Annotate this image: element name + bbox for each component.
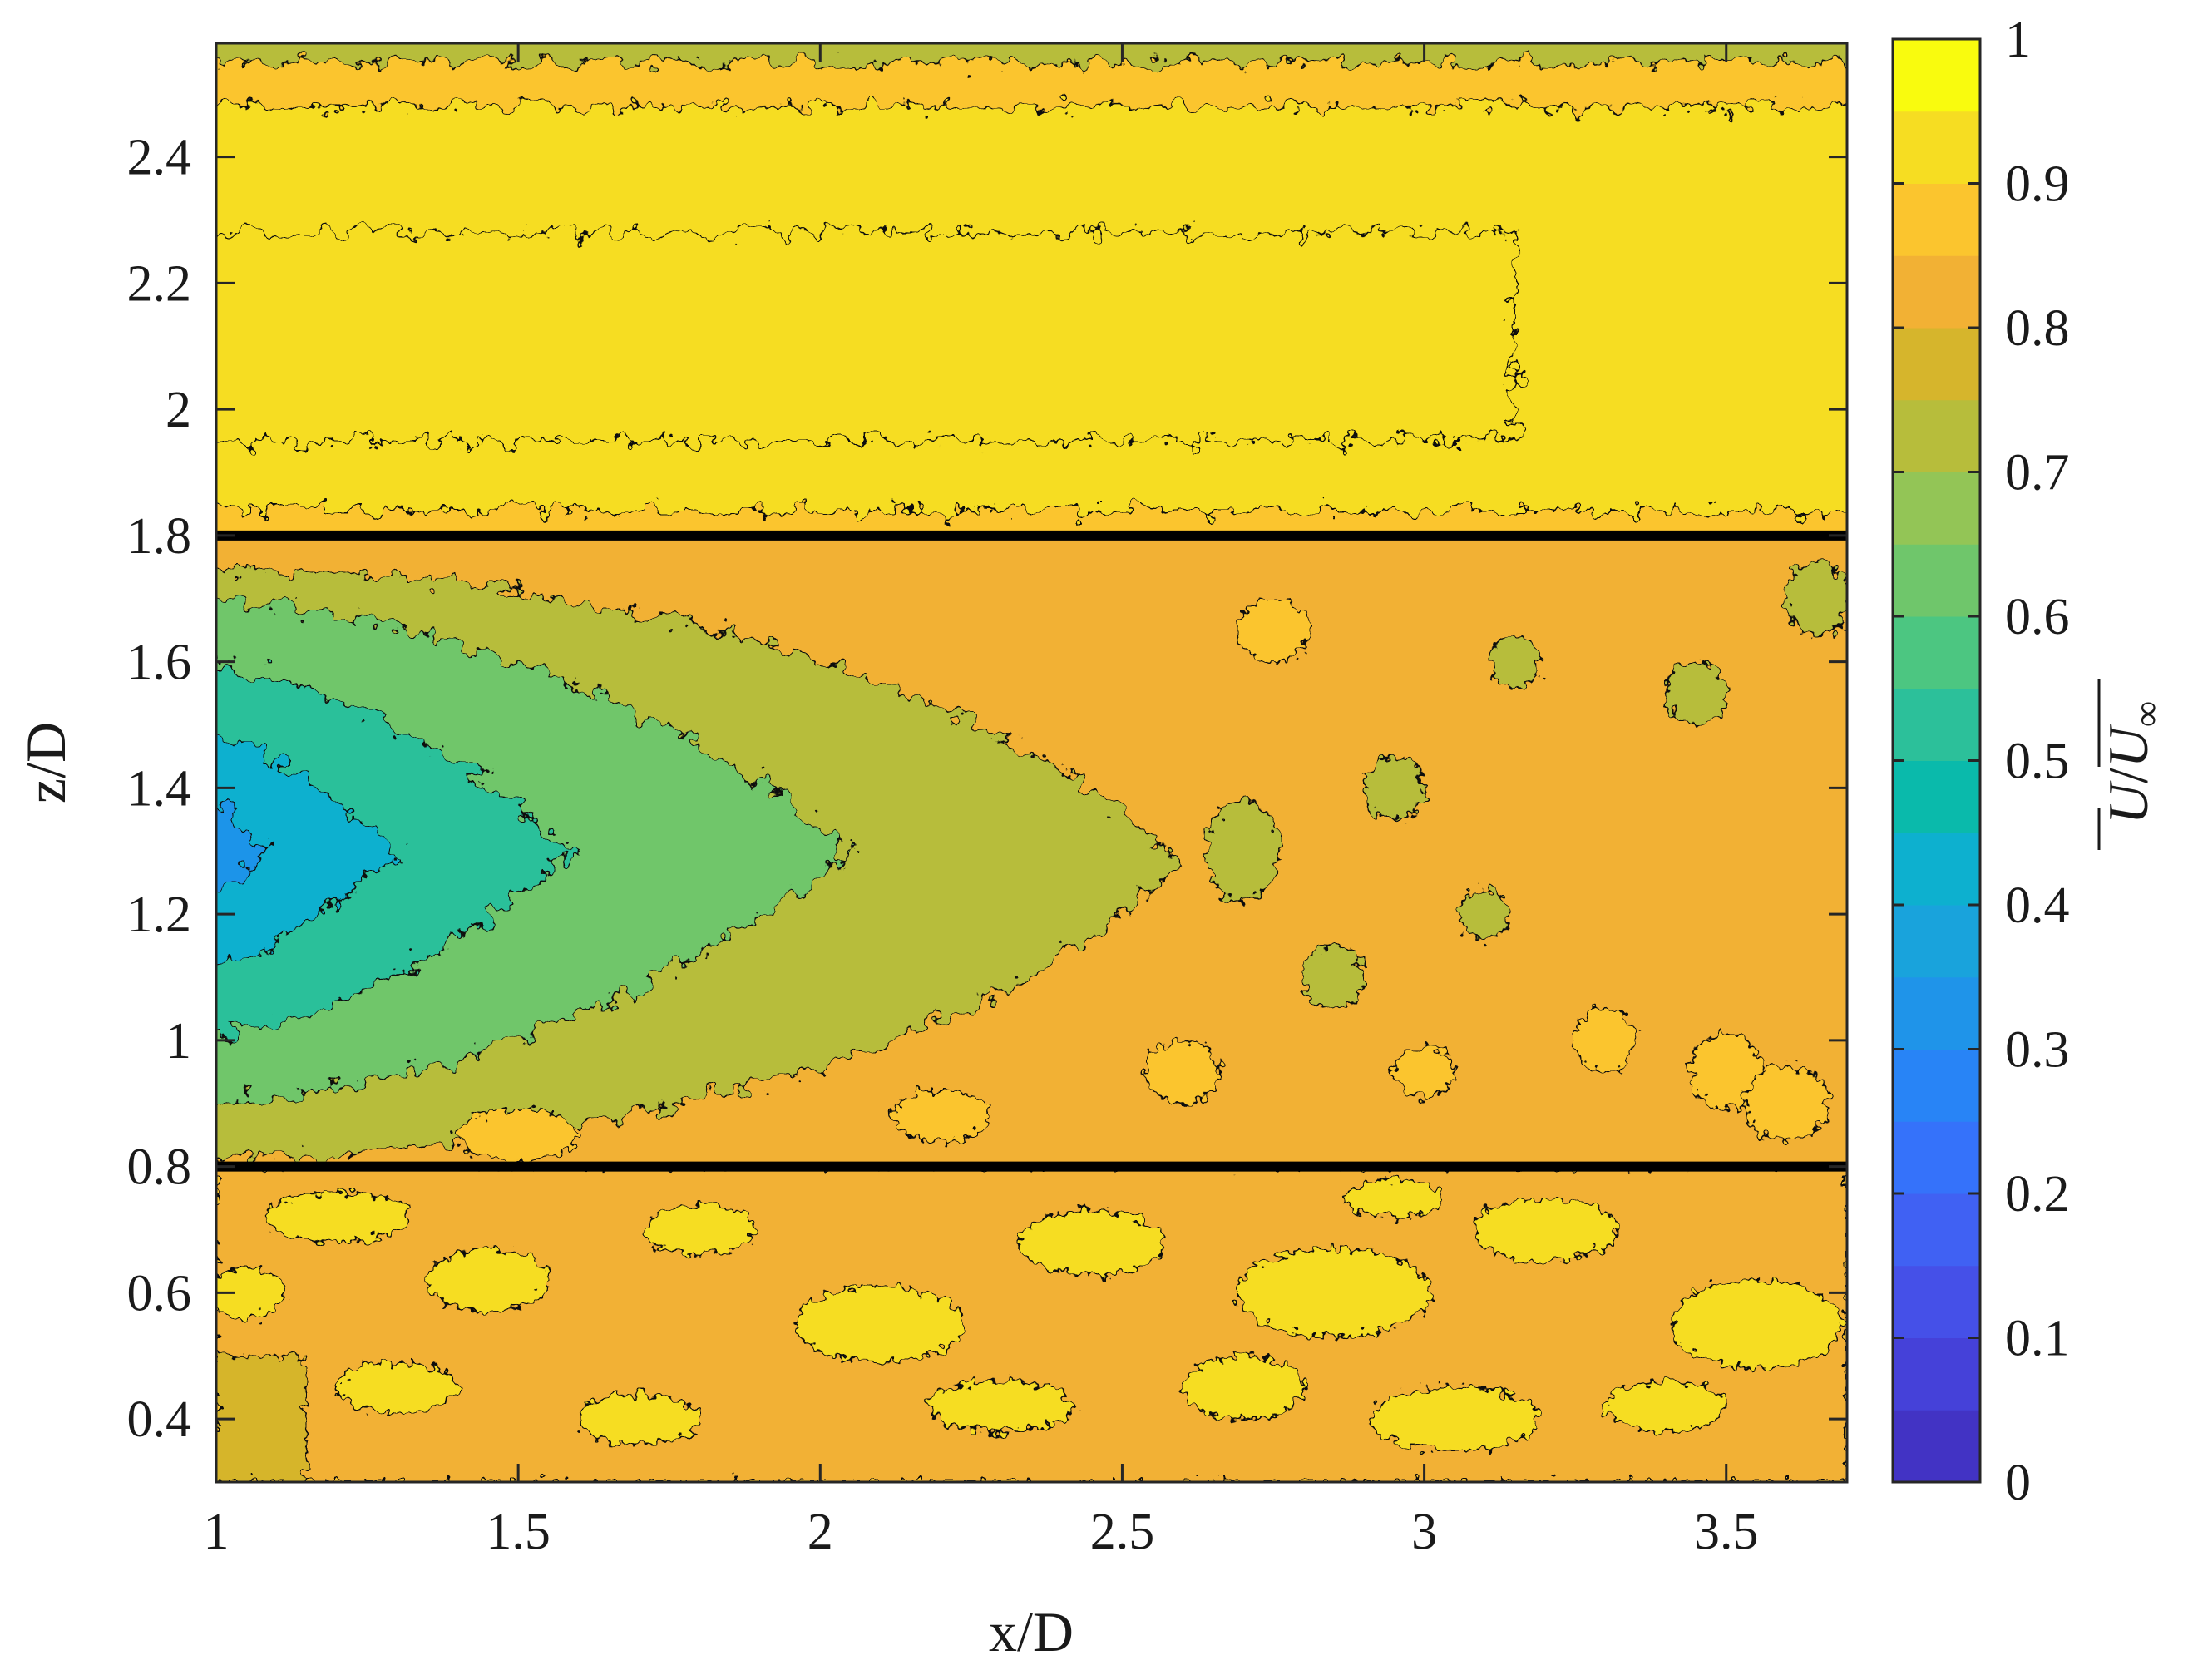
lower-band-spot xyxy=(427,1248,550,1313)
lower-band-spot xyxy=(928,1380,1075,1433)
x-axis-ticks: 1 1.5 2 2.5 3 3.5 xyxy=(204,43,1759,1560)
colorbar-segment xyxy=(1893,905,1980,978)
colorbar-tick-label: 0.8 xyxy=(2005,300,2070,357)
colorbar xyxy=(1891,37,1982,1484)
colorbar-segment xyxy=(1893,1193,1980,1267)
y-tick-label: 1.4 xyxy=(127,760,192,817)
x-tick-label: 3 xyxy=(1411,1504,1437,1560)
y-tick-label: 0.4 xyxy=(127,1391,192,1448)
colorbar-tick-label: 0.2 xyxy=(2005,1166,2070,1223)
colorbar-segment xyxy=(1893,976,1980,1050)
x-tick-label: 3.5 xyxy=(1694,1504,1759,1560)
colorbar-tick-label: 0.1 xyxy=(2005,1311,2070,1367)
y-tick-label: 1.6 xyxy=(127,635,192,691)
x-tick-label: 2 xyxy=(808,1504,833,1560)
wake-region xyxy=(216,535,1847,1167)
colorbar-segment xyxy=(1893,472,1980,545)
colorbar-segment xyxy=(1893,616,1980,689)
colorbar-segment xyxy=(1893,760,1980,833)
y-tick-label: 1.8 xyxy=(127,508,192,565)
x-tick-label: 2.5 xyxy=(1090,1504,1155,1560)
plot-frame xyxy=(215,42,1849,1484)
colorbar-label-text: U/U∞ xyxy=(2097,701,2167,825)
recovery-island xyxy=(1785,560,1847,638)
recovery-islands xyxy=(457,560,1847,1162)
wake-level xyxy=(216,806,266,897)
x-tick-label: 1.5 xyxy=(486,1504,551,1560)
colorbar-label: U/U∞ xyxy=(2097,679,2167,850)
colorbar-segment xyxy=(1893,833,1980,906)
recovery-island xyxy=(1665,660,1727,726)
lower-band-spot xyxy=(336,1361,459,1414)
lower-band-spot xyxy=(795,1285,966,1363)
upper-band xyxy=(216,43,1847,536)
colorbar-segment xyxy=(1893,328,1980,401)
colorbar-segment xyxy=(1893,39,1980,112)
y-tick-label: 2.4 xyxy=(127,130,192,186)
colorbar-tick-label: 0.4 xyxy=(2005,877,2070,934)
top-strip xyxy=(216,43,1847,63)
lower-band-spot xyxy=(577,1392,701,1445)
colorbar-segment xyxy=(1893,111,1980,184)
lower-band xyxy=(216,1165,1847,1482)
colorbar-tick-label: 0 xyxy=(2005,1455,2031,1511)
lower-band-spot xyxy=(216,1267,284,1319)
recovery-island xyxy=(1302,945,1365,1010)
y-tick-label: 0.6 xyxy=(127,1265,192,1322)
lower-band-spot xyxy=(1182,1355,1305,1421)
reference-lines xyxy=(216,530,1847,1172)
recovery-island xyxy=(1459,887,1510,941)
colorbar-tick-label: 0.7 xyxy=(2005,445,2070,502)
lower-band-spot xyxy=(1236,1248,1431,1338)
colorbar-tick-label: 0.9 xyxy=(2005,156,2070,213)
lower-band-spot xyxy=(1604,1380,1727,1433)
upper-band-peak xyxy=(216,231,1516,442)
lower-band-spot xyxy=(644,1203,755,1256)
x-tick-label: 1 xyxy=(204,1504,230,1560)
y-axis-label: z/D xyxy=(14,722,77,803)
recovery-island xyxy=(1393,1045,1455,1099)
colorbar-segment xyxy=(1893,1410,1980,1483)
recovery-island xyxy=(1489,635,1540,688)
lower-band-spot xyxy=(1018,1209,1166,1275)
colorbar-tick-label: 0.6 xyxy=(2005,589,2070,645)
colorbar-segment xyxy=(1893,399,1980,472)
y-tick-label: 2 xyxy=(165,382,191,438)
colorbar-segment xyxy=(1893,544,1980,617)
colorbar-tick-label: 0.5 xyxy=(2005,734,2070,790)
lower-band-spot xyxy=(264,1190,411,1243)
y-tick-label: 0.8 xyxy=(127,1139,192,1196)
y-tick-label: 2.2 xyxy=(127,255,192,312)
recovery-island xyxy=(1362,755,1425,821)
recovery-island xyxy=(1206,799,1281,902)
colorbar-segment xyxy=(1893,688,1980,761)
recovery-island xyxy=(891,1090,990,1143)
colorbar-tick-label: 0.3 xyxy=(2005,1022,2070,1079)
recovery-island xyxy=(1236,597,1311,663)
colorbar-segment xyxy=(1893,1049,1980,1122)
colorbar-segment xyxy=(1893,1337,1980,1411)
colorbar-ticks: 0 0.1 0.2 0.3 0.4 0.5 0.6 0.7 0.8 0.9 1 xyxy=(1893,12,2070,1511)
recovery-island xyxy=(1574,1007,1637,1073)
lower-band-spot xyxy=(1369,1386,1540,1452)
y-tick-label: 1 xyxy=(165,1013,191,1070)
recovery-island xyxy=(1145,1039,1220,1104)
contour-field xyxy=(216,43,1847,1482)
recovery-island xyxy=(457,1109,580,1162)
colorbar-segment xyxy=(1893,1121,1980,1194)
lower-band-spot xyxy=(1345,1178,1444,1218)
wake-level xyxy=(216,733,399,970)
wake-layers xyxy=(216,566,1184,1161)
colorbar-segment xyxy=(1893,183,1980,256)
colorbar-tick-label: 1 xyxy=(2005,12,2031,68)
colorbar-segment xyxy=(1893,1265,1980,1338)
x-axis-label: x/D xyxy=(989,1600,1074,1663)
y-axis-ticks: 0.4 0.6 0.8 1 1.2 1.4 1.6 1.8 2 2.2 2.4 xyxy=(127,130,1847,1448)
lower-band-spot xyxy=(1471,1197,1619,1262)
y-tick-label: 1.2 xyxy=(127,887,192,943)
lower-band-spot xyxy=(1671,1279,1842,1370)
colorbar-segment xyxy=(1893,255,1980,329)
recovery-island xyxy=(1743,1065,1830,1143)
